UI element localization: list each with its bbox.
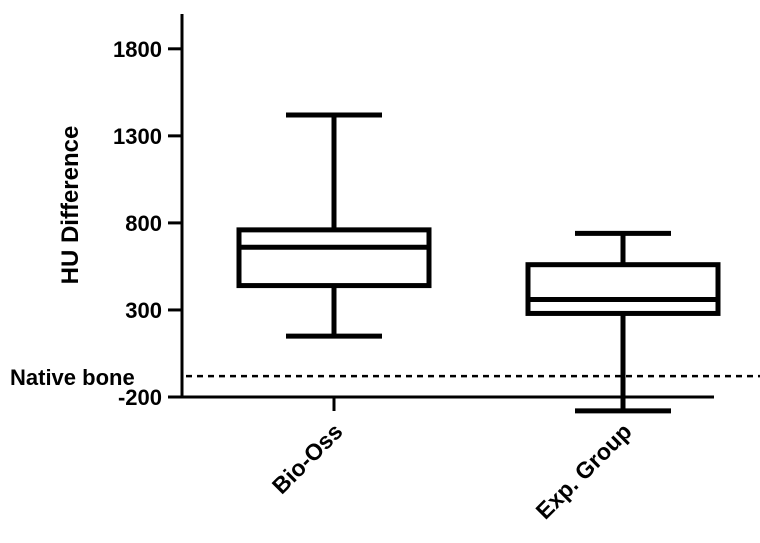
y-axis: -200 300 800 1300 1800 xyxy=(113,14,184,410)
x-ticks: Bio-Oss Exp. Group xyxy=(267,397,637,524)
x-axis: Bio-Oss Exp. Group xyxy=(182,395,714,524)
y-tick-label: 1800 xyxy=(113,37,162,62)
y-tick-label: 1300 xyxy=(113,124,162,149)
box-2 xyxy=(525,230,721,414)
reference-line-group: Native bone xyxy=(10,365,760,390)
y-tick-label: 300 xyxy=(125,298,162,323)
y-axis-title: HU Difference xyxy=(57,126,84,285)
x-tick-label: Bio-Oss xyxy=(267,418,348,499)
iqr-box xyxy=(236,227,432,289)
native-bone-label: Native bone xyxy=(10,365,135,390)
y-tick-label: -200 xyxy=(118,385,162,410)
boxes xyxy=(236,112,721,414)
y-tick-label: 800 xyxy=(125,211,162,236)
iqr-box xyxy=(525,262,721,316)
y-ticks: -200 300 800 1300 1800 xyxy=(113,37,182,410)
box-1 xyxy=(236,112,432,339)
x-tick-label: Exp. Group xyxy=(531,418,637,524)
